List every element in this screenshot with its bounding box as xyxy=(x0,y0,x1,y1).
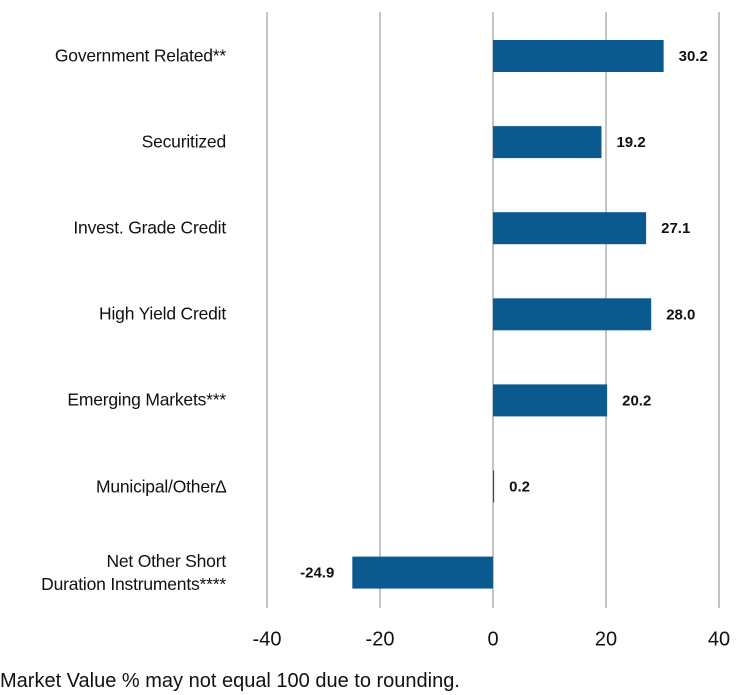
value-label: 28.0 xyxy=(666,306,695,323)
bar xyxy=(493,126,602,159)
x-tick-label: -20 xyxy=(366,628,395,650)
x-tick-label: 40 xyxy=(708,628,730,650)
category-label: Municipal/Other∆ xyxy=(95,476,226,496)
category-label: Securitized xyxy=(141,131,227,152)
x-tick-label: 0 xyxy=(487,628,498,650)
bar xyxy=(493,470,495,503)
bar xyxy=(493,298,652,331)
x-tick-label: -40 xyxy=(253,628,282,650)
category-label: Government Related** xyxy=(54,45,226,66)
bar xyxy=(493,40,664,72)
value-label: 27.1 xyxy=(661,220,690,237)
bar xyxy=(493,212,647,245)
x-tick-label: 20 xyxy=(595,628,617,650)
category-label: Net Other Short Duration Instruments**** xyxy=(41,550,226,594)
category-label: High Yield Credit xyxy=(99,303,226,324)
bar xyxy=(352,556,493,589)
value-label: -24.9 xyxy=(300,565,334,582)
value-label: 19.2 xyxy=(616,134,645,151)
value-label: 0.2 xyxy=(509,478,530,495)
category-label: Invest. Grade Credit xyxy=(73,217,226,238)
bar xyxy=(493,384,608,417)
category-label: Emerging Markets*** xyxy=(67,389,226,410)
value-label: 20.2 xyxy=(622,392,651,409)
footnote: Market Value % may not equal 100 due to … xyxy=(0,670,460,692)
value-label: 30.2 xyxy=(679,48,708,65)
